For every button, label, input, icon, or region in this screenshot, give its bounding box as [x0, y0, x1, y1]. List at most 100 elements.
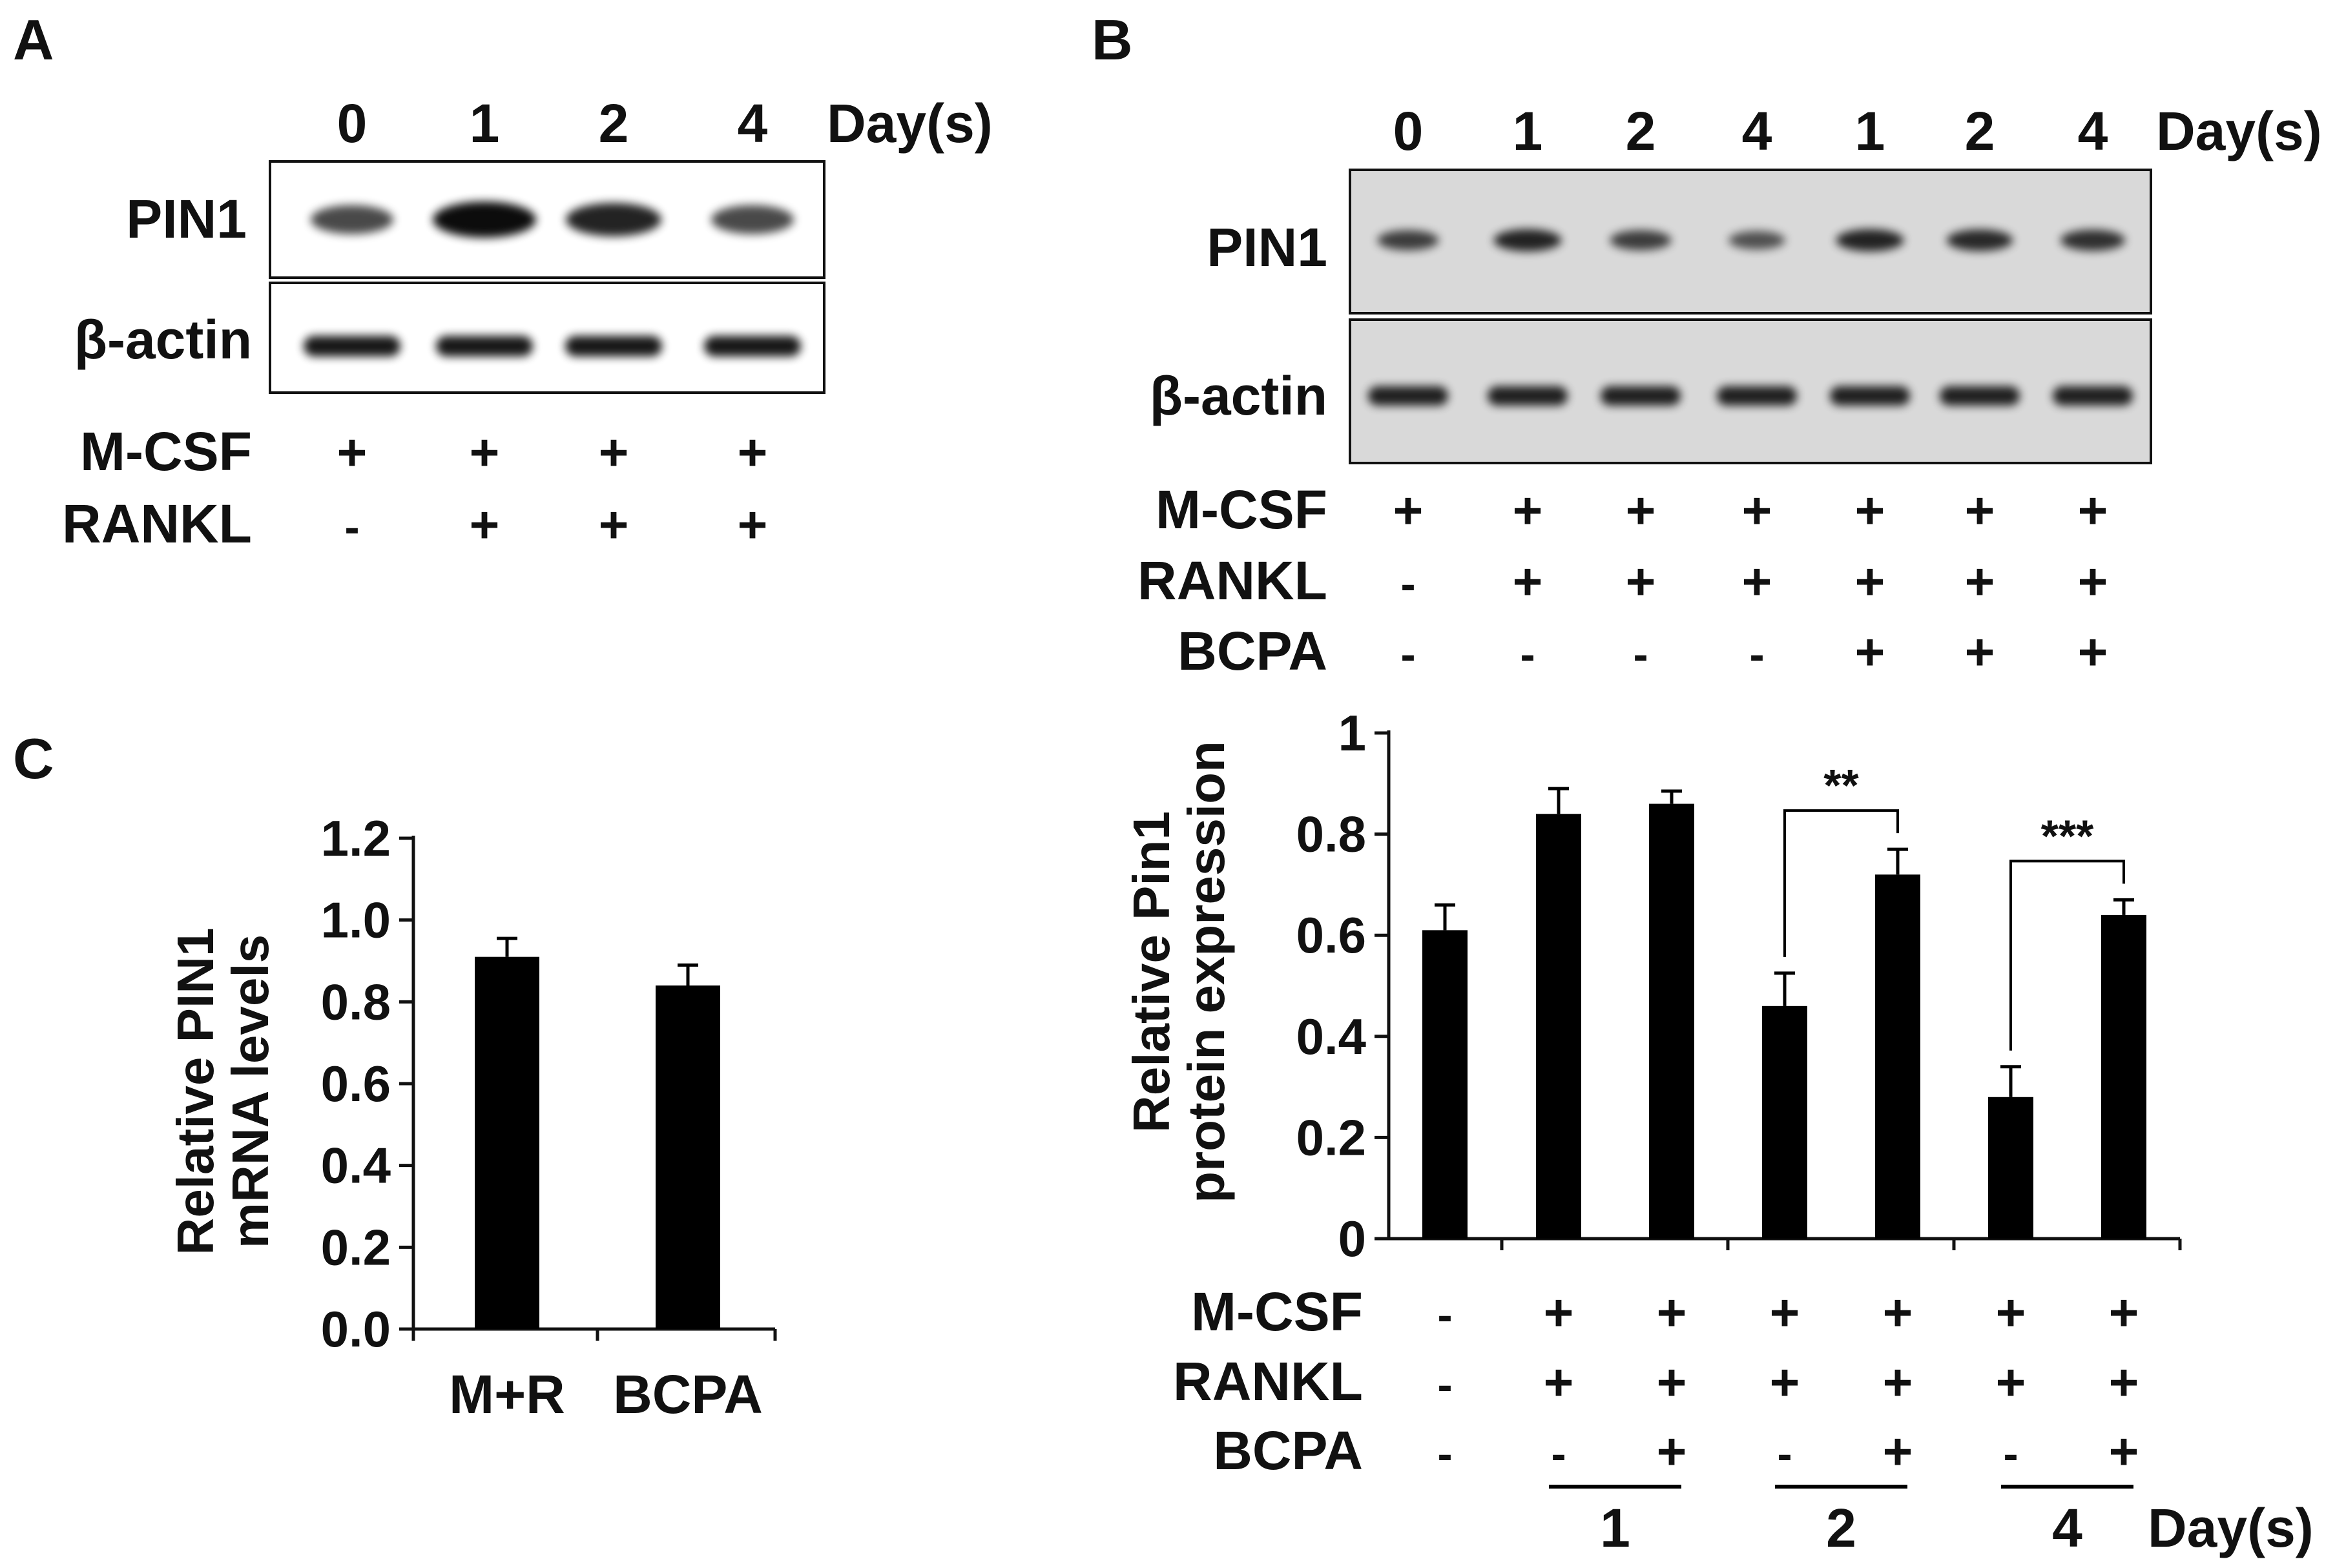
panel-a-lanes: 0 1 2 4 + + + + - + + + — [304, 93, 801, 553]
panel-a-actin-label: β-actin — [74, 309, 252, 370]
panel-b-pin1-band — [1946, 229, 2013, 251]
panel-b-day-label: 4 — [2078, 101, 2108, 161]
panel-a-treatment-sign: - — [344, 502, 359, 552]
panel-b-day-label: 1 — [1855, 101, 1885, 161]
panel-b-treatment-sign: + — [1626, 553, 1656, 610]
bar — [656, 985, 720, 1329]
panel-b-treatment-sign: + — [2078, 623, 2108, 681]
panel-b-chart-treatment-sign: + — [1657, 1423, 1687, 1480]
y-tick-label: 0.8 — [1296, 806, 1366, 863]
panel-a-treatment-sign: + — [337, 424, 368, 481]
panel-c-ylabel-line2: mRNA levels — [222, 934, 279, 1248]
panel-c-letter: C — [13, 727, 54, 790]
error-bar — [1548, 787, 1569, 814]
bar — [2101, 914, 2146, 1239]
panel-a-treatment-sign: + — [599, 424, 629, 481]
panel-a-rankl-label: RANKL — [62, 493, 252, 554]
panel-a-treatment-sign: + — [599, 496, 629, 553]
panel-b-chart-treatment-sign: + — [1770, 1284, 1800, 1341]
panel-a-mcsf-label: M-CSF — [80, 421, 252, 482]
error-bar — [2113, 898, 2134, 915]
panel-b-bcpa-label: BCPA — [1178, 621, 1327, 681]
bar — [475, 956, 539, 1329]
error-bar — [497, 936, 517, 957]
y-tick-label: 0.2 — [1296, 1109, 1366, 1166]
panel-b-day-label: 2 — [1626, 101, 1656, 161]
y-tick-label: 1.2 — [321, 810, 391, 867]
bar — [1649, 803, 1694, 1239]
significance-bracket — [1783, 809, 1899, 957]
panel-b-pin1-band — [1377, 230, 1439, 251]
panel-b-actin-band — [2053, 386, 2133, 406]
panel-b-chart-treatment-sign: - — [1437, 1290, 1452, 1340]
panel-a-day-label: 0 — [337, 93, 368, 154]
panel-b-chart-treatment-sign: + — [1770, 1354, 1800, 1411]
panel-c-bar-chart: 0.0 0.2 0.4 0.6 0.8 1.0 1.2 M+R BCPA — [321, 810, 777, 1425]
panel-b-actin-band — [1368, 386, 1448, 406]
group-day-label: 2 — [1826, 1498, 1856, 1558]
panel-b-chart-treatment-sign: + — [1544, 1354, 1574, 1411]
panel-b-day-label: 2 — [1965, 101, 1995, 161]
panel-a-actin-band — [304, 336, 400, 356]
panel-b-chart-treatment-sign: - — [1437, 1429, 1452, 1479]
panel-b-treatment-sign: + — [2078, 482, 2108, 539]
panel-b-lanes: 0 1 2 4 1 2 4 + + + + + + + - + + + + + + - - - - + + + — [1368, 101, 2133, 681]
y-tick-label: 0.4 — [1296, 1008, 1366, 1065]
panel-b-pin1-band — [1493, 229, 1562, 252]
panel-a-actin-band — [704, 336, 801, 356]
panel-b-treatment-sign: + — [1855, 553, 1885, 610]
panel-b-chart-treatment-sign: + — [1996, 1284, 2026, 1341]
panel-b-treatment-sign: + — [2078, 553, 2108, 610]
panel-a-treatment-sign: + — [738, 496, 768, 553]
error-bar — [1661, 789, 1682, 804]
panel-b-treatment-sign: - — [1400, 559, 1415, 609]
group-day-label: 4 — [2052, 1498, 2082, 1558]
panel-a-pin1-band — [566, 203, 661, 236]
y-tick-label: 0.0 — [321, 1301, 391, 1357]
panel-b-treatment-sign: - — [1749, 629, 1764, 679]
panel-a-letter: A — [13, 8, 54, 72]
panel-b-actin-label: β-actin — [1150, 366, 1327, 426]
significance-bracket — [2009, 860, 2125, 1051]
panel-b-chart-treatment-sign: + — [1883, 1284, 1913, 1341]
panel-a-treatment-sign: + — [738, 424, 768, 481]
panel-b-rankl-label: RANKL — [1137, 550, 1327, 611]
panel-b-ylabel-line2: protein expression — [1178, 741, 1235, 1203]
panel-b-chart-treatment-sign: + — [1883, 1423, 1913, 1480]
panel-b-mcsf-label: M-CSF — [1156, 479, 1327, 540]
panel-b-treatment-sign: + — [1742, 553, 1772, 610]
panel-b-treatment-sign: + — [1513, 553, 1543, 610]
bar — [1422, 930, 1468, 1239]
panel-b-treatment-sign: + — [1393, 482, 1424, 539]
bar — [1536, 814, 1581, 1239]
error-bar — [2000, 1065, 2021, 1097]
panel-b-chart-treatment-sign: + — [1657, 1284, 1687, 1341]
bar — [1988, 1097, 2033, 1239]
panel-b-treatment-sign: + — [1965, 553, 1995, 610]
significance-label: *** — [2041, 810, 2094, 861]
y-tick-label: 1 — [1338, 705, 1366, 761]
panel-a-day-label: 4 — [738, 93, 768, 154]
panel-b-chart-treatment-sign: + — [2109, 1284, 2139, 1341]
group-day-label: 1 — [1600, 1498, 1630, 1558]
panel-b-letter: B — [1092, 8, 1133, 72]
panel-b-treatment-sign: + — [1626, 482, 1656, 539]
panel-b-group-unit: Day(s) — [2148, 1498, 2314, 1558]
bar — [1875, 874, 1920, 1239]
y-tick-label: 0.6 — [321, 1055, 391, 1112]
panel-b-chart-treatment-sign: - — [1777, 1429, 1792, 1479]
panel-b-actin-band — [1601, 386, 1681, 406]
error-bar — [1887, 847, 1908, 875]
y-tick-label: 0.6 — [1296, 907, 1366, 964]
panel-b-treatment-sign: - — [1633, 629, 1648, 679]
panel-b-chart-treatment-sign: - — [2003, 1429, 2018, 1479]
x-category-label: BCPA — [613, 1364, 763, 1425]
panel-b-treatment-sign: - — [1400, 629, 1415, 679]
panel-b-ylabel-line1: Relative Pin1 — [1123, 811, 1180, 1133]
panel-b-chart-rankl-label: RANKL — [1173, 1351, 1363, 1412]
panel-b-chart-bcpa-label: BCPA — [1213, 1420, 1363, 1481]
panel-b-chart-mcsf-label: M-CSF — [1191, 1281, 1363, 1342]
panel-b-chart-treatment-sign: + — [1883, 1354, 1913, 1411]
panel-b-treatment-sign: + — [1855, 482, 1885, 539]
panel-a-treatment-sign: + — [470, 496, 500, 553]
